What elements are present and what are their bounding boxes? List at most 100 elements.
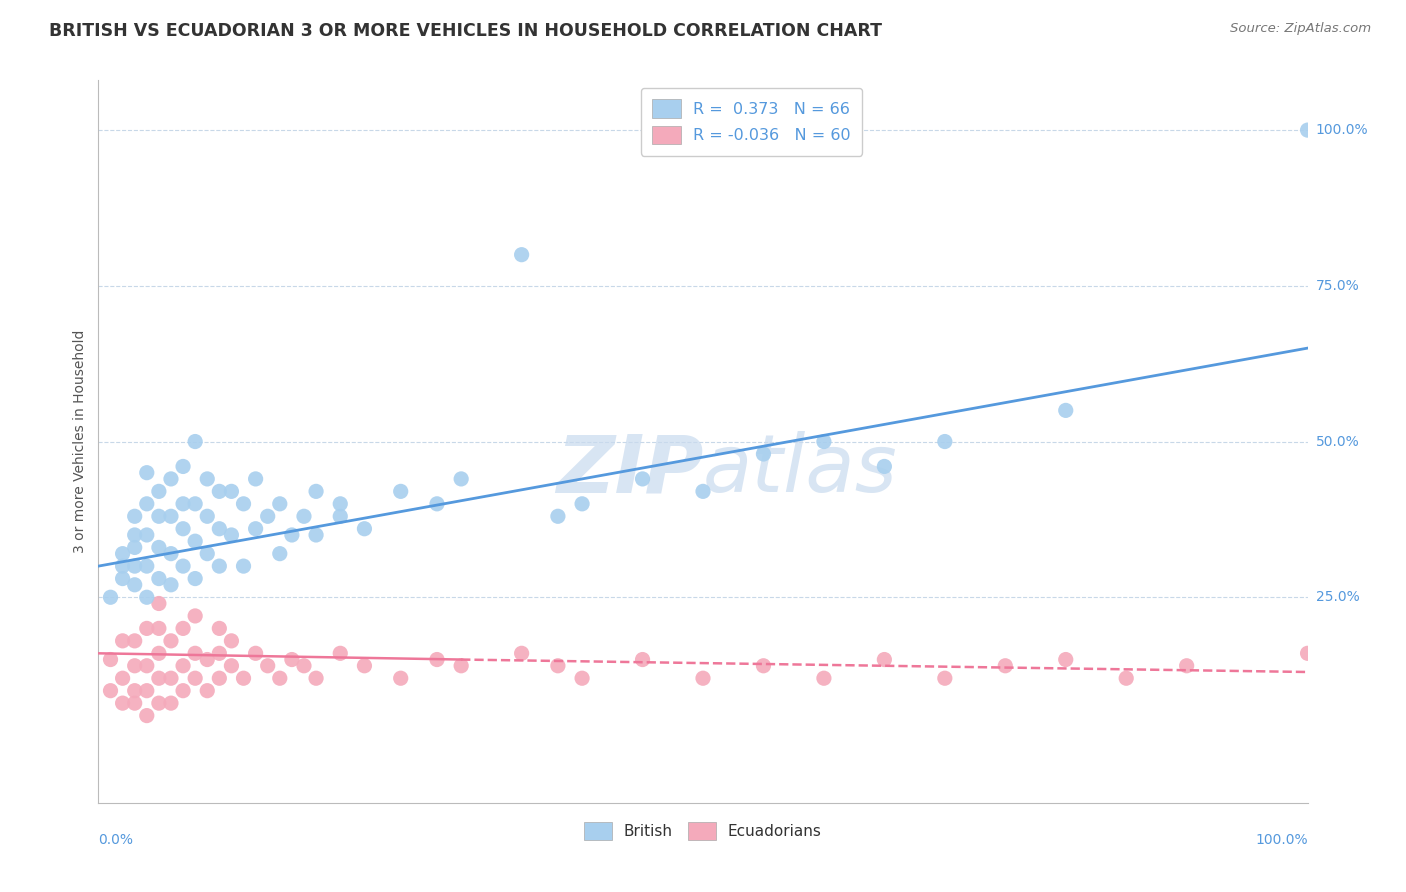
Point bbox=[172, 658, 194, 673]
Point bbox=[208, 671, 231, 685]
Point bbox=[426, 652, 449, 666]
Point bbox=[232, 671, 254, 685]
Text: atlas: atlas bbox=[703, 432, 898, 509]
Point bbox=[184, 497, 207, 511]
Point bbox=[305, 484, 328, 499]
Point bbox=[329, 646, 352, 660]
Point bbox=[752, 447, 775, 461]
Point bbox=[934, 671, 956, 685]
Point bbox=[245, 522, 267, 536]
Point bbox=[148, 509, 170, 524]
Point bbox=[245, 472, 267, 486]
Text: 75.0%: 75.0% bbox=[1316, 279, 1360, 293]
Point bbox=[256, 658, 278, 673]
Point bbox=[208, 621, 231, 635]
Point bbox=[873, 652, 896, 666]
Point bbox=[292, 509, 315, 524]
Point bbox=[221, 658, 243, 673]
Point bbox=[208, 484, 231, 499]
Point bbox=[1296, 123, 1319, 137]
Point bbox=[111, 547, 134, 561]
Point bbox=[160, 509, 183, 524]
Point bbox=[111, 559, 134, 574]
Point bbox=[172, 497, 194, 511]
Point bbox=[124, 696, 146, 710]
Point bbox=[256, 509, 278, 524]
Point bbox=[571, 497, 593, 511]
Text: 25.0%: 25.0% bbox=[1316, 591, 1360, 604]
Point bbox=[135, 559, 157, 574]
Point bbox=[873, 459, 896, 474]
Point bbox=[232, 559, 254, 574]
Point bbox=[1115, 671, 1137, 685]
Point bbox=[1296, 646, 1319, 660]
Point bbox=[221, 484, 243, 499]
Point bbox=[184, 534, 207, 549]
Point bbox=[195, 683, 218, 698]
Point bbox=[692, 671, 714, 685]
Point bbox=[111, 671, 134, 685]
Point bbox=[426, 497, 449, 511]
Point bbox=[124, 578, 146, 592]
Point bbox=[329, 509, 352, 524]
Point bbox=[160, 547, 183, 561]
Point bbox=[172, 522, 194, 536]
Point bbox=[353, 522, 375, 536]
Point bbox=[813, 671, 835, 685]
Text: ZIP: ZIP bbox=[555, 432, 703, 509]
Point bbox=[208, 522, 231, 536]
Point bbox=[353, 658, 375, 673]
Point bbox=[160, 633, 183, 648]
Point bbox=[184, 671, 207, 685]
Point bbox=[813, 434, 835, 449]
Point bbox=[571, 671, 593, 685]
Point bbox=[269, 671, 291, 685]
Point bbox=[148, 646, 170, 660]
Point bbox=[160, 696, 183, 710]
Point bbox=[221, 633, 243, 648]
Point bbox=[1054, 403, 1077, 417]
Point bbox=[269, 547, 291, 561]
Point bbox=[232, 497, 254, 511]
Point bbox=[135, 621, 157, 635]
Point bbox=[1175, 658, 1198, 673]
Point bbox=[124, 559, 146, 574]
Point bbox=[450, 472, 472, 486]
Point bbox=[184, 434, 207, 449]
Y-axis label: 3 or more Vehicles in Household: 3 or more Vehicles in Household bbox=[73, 330, 87, 553]
Point bbox=[305, 671, 328, 685]
Point bbox=[172, 621, 194, 635]
Point bbox=[1054, 652, 1077, 666]
Text: Source: ZipAtlas.com: Source: ZipAtlas.com bbox=[1230, 22, 1371, 36]
Point bbox=[195, 472, 218, 486]
Point bbox=[269, 497, 291, 511]
Point bbox=[148, 671, 170, 685]
Point bbox=[281, 652, 304, 666]
Point bbox=[100, 683, 122, 698]
Point bbox=[184, 572, 207, 586]
Point bbox=[100, 652, 122, 666]
Point bbox=[135, 466, 157, 480]
Point bbox=[124, 528, 146, 542]
Point bbox=[547, 658, 569, 673]
Point bbox=[160, 578, 183, 592]
Point bbox=[172, 683, 194, 698]
Point bbox=[305, 528, 328, 542]
Text: 100.0%: 100.0% bbox=[1256, 833, 1308, 847]
Point bbox=[111, 572, 134, 586]
Point bbox=[148, 484, 170, 499]
Legend: British, Ecuadorians: British, Ecuadorians bbox=[578, 816, 828, 846]
Point bbox=[148, 572, 170, 586]
Point bbox=[172, 459, 194, 474]
Point bbox=[631, 652, 654, 666]
Point bbox=[547, 509, 569, 524]
Point bbox=[752, 658, 775, 673]
Point bbox=[135, 708, 157, 723]
Point bbox=[135, 591, 157, 605]
Point bbox=[184, 609, 207, 624]
Point bbox=[184, 646, 207, 660]
Point bbox=[124, 658, 146, 673]
Point bbox=[160, 472, 183, 486]
Point bbox=[208, 559, 231, 574]
Point bbox=[329, 497, 352, 511]
